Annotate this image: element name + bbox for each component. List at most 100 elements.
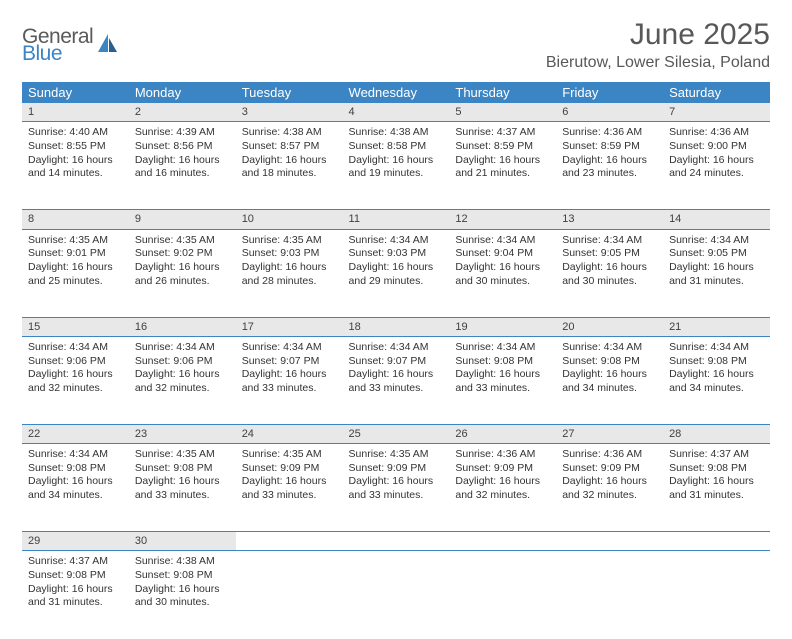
day-cell: Sunrise: 4:34 AMSunset: 9:05 PMDaylight:…: [556, 229, 663, 317]
day-cell: Sunrise: 4:35 AMSunset: 9:02 PMDaylight:…: [129, 229, 236, 317]
day-cell: Sunrise: 4:39 AMSunset: 8:56 PMDaylight:…: [129, 122, 236, 210]
day-content: Sunrise: 4:34 AMSunset: 9:06 PMDaylight:…: [28, 339, 123, 396]
day-cell: Sunrise: 4:34 AMSunset: 9:05 PMDaylight:…: [663, 229, 770, 317]
day-content: Sunrise: 4:36 AMSunset: 8:59 PMDaylight:…: [562, 124, 657, 181]
day-content: Sunrise: 4:34 AMSunset: 9:08 PMDaylight:…: [28, 446, 123, 503]
day-number-cell: 12: [449, 210, 556, 229]
daynum-row: 15161718192021: [22, 317, 770, 336]
day-number-cell: [343, 532, 450, 551]
day-content: Sunrise: 4:36 AMSunset: 9:09 PMDaylight:…: [455, 446, 550, 503]
day-number-cell: 25: [343, 424, 450, 443]
week-row: Sunrise: 4:34 AMSunset: 9:06 PMDaylight:…: [22, 336, 770, 424]
calendar-page: General Blue June 2025 Bierutow, Lower S…: [0, 0, 792, 612]
day-content: Sunrise: 4:38 AMSunset: 8:58 PMDaylight:…: [349, 124, 444, 181]
calendar-body: 1234567Sunrise: 4:40 AMSunset: 8:55 PMDa…: [22, 103, 770, 639]
day-cell: Sunrise: 4:37 AMSunset: 9:08 PMDaylight:…: [22, 551, 129, 639]
day-cell: Sunrise: 4:35 AMSunset: 9:08 PMDaylight:…: [129, 444, 236, 532]
day-content: Sunrise: 4:34 AMSunset: 9:04 PMDaylight:…: [455, 232, 550, 289]
day-number-cell: 4: [343, 103, 450, 122]
day-content: Sunrise: 4:34 AMSunset: 9:07 PMDaylight:…: [349, 339, 444, 396]
day-content: Sunrise: 4:34 AMSunset: 9:08 PMDaylight:…: [669, 339, 764, 396]
page-title: June 2025: [546, 18, 770, 52]
day-cell: Sunrise: 4:38 AMSunset: 8:58 PMDaylight:…: [343, 122, 450, 210]
day-number-cell: 16: [129, 317, 236, 336]
page-subtitle: Bierutow, Lower Silesia, Poland: [546, 54, 770, 72]
day-content: Sunrise: 4:36 AMSunset: 9:00 PMDaylight:…: [669, 124, 764, 181]
header: General Blue June 2025 Bierutow, Lower S…: [22, 18, 770, 72]
day-cell: Sunrise: 4:34 AMSunset: 9:07 PMDaylight:…: [343, 336, 450, 424]
day-content: Sunrise: 4:34 AMSunset: 9:07 PMDaylight:…: [242, 339, 337, 396]
day-cell: Sunrise: 4:34 AMSunset: 9:07 PMDaylight:…: [236, 336, 343, 424]
col-friday: Friday: [556, 82, 663, 103]
day-number-cell: 20: [556, 317, 663, 336]
day-cell: Sunrise: 4:35 AMSunset: 9:09 PMDaylight:…: [343, 444, 450, 532]
day-cell: Sunrise: 4:34 AMSunset: 9:06 PMDaylight:…: [22, 336, 129, 424]
day-content: Sunrise: 4:34 AMSunset: 9:05 PMDaylight:…: [562, 232, 657, 289]
daynum-row: 891011121314: [22, 210, 770, 229]
day-cell: Sunrise: 4:36 AMSunset: 9:09 PMDaylight:…: [556, 444, 663, 532]
day-number-cell: 14: [663, 210, 770, 229]
day-number-cell: 1: [22, 103, 129, 122]
day-content: Sunrise: 4:38 AMSunset: 8:57 PMDaylight:…: [242, 124, 337, 181]
day-cell: Sunrise: 4:34 AMSunset: 9:08 PMDaylight:…: [449, 336, 556, 424]
day-content: Sunrise: 4:38 AMSunset: 9:08 PMDaylight:…: [135, 553, 230, 610]
day-content: Sunrise: 4:39 AMSunset: 8:56 PMDaylight:…: [135, 124, 230, 181]
day-number-cell: 28: [663, 424, 770, 443]
week-row: Sunrise: 4:34 AMSunset: 9:08 PMDaylight:…: [22, 444, 770, 532]
day-content: Sunrise: 4:35 AMSunset: 9:08 PMDaylight:…: [135, 446, 230, 503]
day-cell: [556, 551, 663, 639]
day-cell: Sunrise: 4:35 AMSunset: 9:01 PMDaylight:…: [22, 229, 129, 317]
day-number-cell: 23: [129, 424, 236, 443]
day-number-cell: 30: [129, 532, 236, 551]
col-monday: Monday: [129, 82, 236, 103]
day-cell: Sunrise: 4:34 AMSunset: 9:06 PMDaylight:…: [129, 336, 236, 424]
day-number-cell: [236, 532, 343, 551]
day-cell: Sunrise: 4:40 AMSunset: 8:55 PMDaylight:…: [22, 122, 129, 210]
day-cell: Sunrise: 4:34 AMSunset: 9:08 PMDaylight:…: [22, 444, 129, 532]
col-thursday: Thursday: [449, 82, 556, 103]
col-sunday: Sunday: [22, 82, 129, 103]
day-cell: Sunrise: 4:35 AMSunset: 9:09 PMDaylight:…: [236, 444, 343, 532]
week-row: Sunrise: 4:40 AMSunset: 8:55 PMDaylight:…: [22, 122, 770, 210]
day-content: Sunrise: 4:34 AMSunset: 9:08 PMDaylight:…: [562, 339, 657, 396]
day-number-cell: 24: [236, 424, 343, 443]
day-number-cell: 22: [22, 424, 129, 443]
brand-logo: General Blue: [22, 26, 119, 64]
day-cell: Sunrise: 4:34 AMSunset: 9:03 PMDaylight:…: [343, 229, 450, 317]
day-number-cell: 11: [343, 210, 450, 229]
title-block: June 2025 Bierutow, Lower Silesia, Polan…: [546, 18, 770, 72]
brand-words: General Blue: [22, 26, 93, 64]
week-row: Sunrise: 4:35 AMSunset: 9:01 PMDaylight:…: [22, 229, 770, 317]
week-row: Sunrise: 4:37 AMSunset: 9:08 PMDaylight:…: [22, 551, 770, 639]
day-number-cell: 10: [236, 210, 343, 229]
day-cell: [663, 551, 770, 639]
day-cell: [449, 551, 556, 639]
day-content: Sunrise: 4:35 AMSunset: 9:09 PMDaylight:…: [242, 446, 337, 503]
day-cell: Sunrise: 4:37 AMSunset: 8:59 PMDaylight:…: [449, 122, 556, 210]
daynum-row: 1234567: [22, 103, 770, 122]
day-cell: Sunrise: 4:37 AMSunset: 9:08 PMDaylight:…: [663, 444, 770, 532]
day-content: Sunrise: 4:37 AMSunset: 9:08 PMDaylight:…: [669, 446, 764, 503]
day-cell: Sunrise: 4:36 AMSunset: 9:09 PMDaylight:…: [449, 444, 556, 532]
day-cell: Sunrise: 4:34 AMSunset: 9:04 PMDaylight:…: [449, 229, 556, 317]
day-content: Sunrise: 4:35 AMSunset: 9:03 PMDaylight:…: [242, 232, 337, 289]
col-tuesday: Tuesday: [236, 82, 343, 103]
weekday-row: Sunday Monday Tuesday Wednesday Thursday…: [22, 82, 770, 103]
day-content: Sunrise: 4:34 AMSunset: 9:05 PMDaylight:…: [669, 232, 764, 289]
day-cell: Sunrise: 4:35 AMSunset: 9:03 PMDaylight:…: [236, 229, 343, 317]
calendar-table: Sunday Monday Tuesday Wednesday Thursday…: [22, 82, 770, 639]
day-number-cell: 2: [129, 103, 236, 122]
day-cell: [236, 551, 343, 639]
day-number-cell: 3: [236, 103, 343, 122]
col-wednesday: Wednesday: [343, 82, 450, 103]
day-number-cell: 18: [343, 317, 450, 336]
day-cell: Sunrise: 4:36 AMSunset: 9:00 PMDaylight:…: [663, 122, 770, 210]
day-number-cell: [556, 532, 663, 551]
day-number-cell: 5: [449, 103, 556, 122]
day-cell: [343, 551, 450, 639]
day-content: Sunrise: 4:34 AMSunset: 9:03 PMDaylight:…: [349, 232, 444, 289]
day-content: Sunrise: 4:36 AMSunset: 9:09 PMDaylight:…: [562, 446, 657, 503]
day-content: Sunrise: 4:37 AMSunset: 8:59 PMDaylight:…: [455, 124, 550, 181]
col-saturday: Saturday: [663, 82, 770, 103]
day-number-cell: 26: [449, 424, 556, 443]
